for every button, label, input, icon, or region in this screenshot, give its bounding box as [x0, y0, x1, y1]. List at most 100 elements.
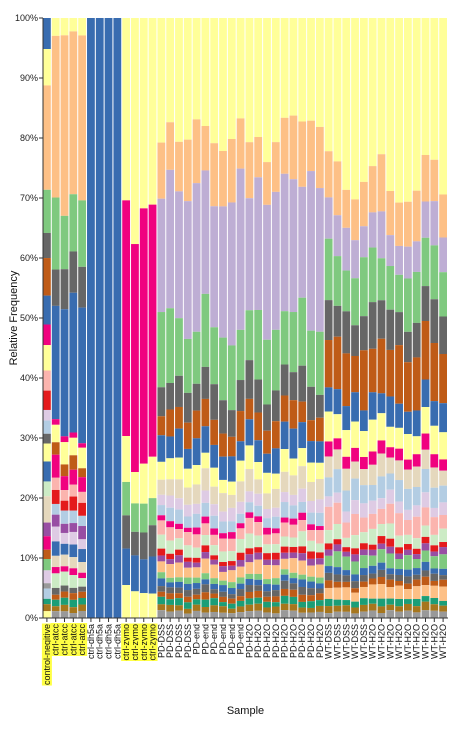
bar-segment — [412, 410, 421, 437]
bar-segment — [333, 18, 342, 162]
bar-segment — [342, 227, 351, 271]
bar-segment — [289, 578, 298, 584]
bar-segment — [359, 568, 368, 576]
bar-segment — [307, 612, 315, 618]
bar-segment — [377, 498, 386, 509]
bar-segment — [395, 245, 403, 275]
bar-segment — [430, 580, 439, 586]
bar-segment — [219, 562, 227, 567]
bar-segment — [430, 507, 439, 518]
bar-segment — [421, 550, 430, 562]
bar-segment — [183, 583, 192, 591]
x-tick-label: WT-DSS — [341, 624, 351, 659]
bar-segment — [210, 605, 219, 612]
bar-segment — [359, 575, 368, 582]
x-tick-group: WT-H2O — [394, 624, 404, 659]
bar-segment — [298, 422, 307, 449]
bar-segment — [201, 599, 210, 608]
y-tick-label: 0% — [25, 613, 38, 623]
bar-segment — [60, 532, 69, 544]
bar-segment — [439, 432, 447, 460]
bar-segment — [210, 467, 219, 487]
bar-segment — [263, 518, 271, 528]
bar-segment — [43, 536, 51, 550]
bar-segment — [403, 610, 412, 618]
bar-segment — [377, 584, 386, 599]
bar-segment — [421, 237, 430, 287]
bar-segment — [324, 598, 333, 607]
bar-segment — [271, 473, 280, 489]
bar-segment — [157, 416, 166, 436]
bar-segment — [351, 561, 359, 575]
bar-segment — [166, 507, 175, 522]
bar-segment — [210, 593, 219, 599]
bar-segment — [289, 494, 298, 506]
bar-segment — [210, 545, 219, 556]
bar-segment — [227, 613, 236, 618]
bar-segment — [315, 526, 324, 531]
bar-segment — [69, 251, 78, 293]
x-tick-label: ctrl-atcc — [77, 624, 87, 656]
bar-segment — [210, 555, 219, 560]
bar-segment — [386, 473, 395, 490]
bar-segment — [386, 598, 395, 605]
bar-segment — [219, 585, 227, 592]
bar-segment — [192, 594, 201, 600]
bar-segment — [359, 532, 368, 544]
bar-segment — [175, 593, 183, 599]
x-tick-label: PD-end — [227, 624, 237, 655]
bar-segment — [368, 555, 377, 566]
bar-segment — [69, 455, 78, 470]
bar-segment — [210, 327, 219, 385]
bar-segment — [289, 537, 298, 547]
bar-segment — [359, 517, 368, 533]
bar-segment — [298, 560, 307, 575]
bar-segment — [439, 354, 447, 404]
bar-segment — [307, 540, 315, 552]
bar-segment — [271, 533, 280, 545]
bar-segment — [421, 561, 430, 571]
bar-segment — [131, 555, 139, 592]
bar-segment — [201, 523, 210, 536]
bar-segment — [227, 603, 236, 609]
bar-segment — [333, 161, 342, 216]
bar-segment — [175, 577, 183, 582]
bar-segment — [192, 588, 201, 595]
bar-segment — [333, 215, 342, 257]
x-tick-group: ctrl-dh5a — [104, 624, 114, 659]
bar-segment — [263, 544, 271, 554]
bar-segment — [51, 555, 60, 568]
bar-segment — [271, 544, 280, 553]
bar-segment — [324, 456, 333, 478]
bar-segment — [254, 479, 263, 494]
bar-segment — [263, 584, 271, 592]
bar-segment — [43, 522, 51, 537]
bar-segment — [69, 568, 78, 576]
bar-segment — [60, 554, 69, 567]
bar-segment — [51, 197, 60, 270]
bar-segment — [166, 599, 175, 605]
bar-segment — [359, 410, 368, 432]
bar-segment — [403, 509, 412, 520]
bar-segment — [192, 183, 201, 332]
bar-segment — [183, 608, 192, 614]
bar-segment — [139, 18, 148, 209]
bar-segment — [60, 490, 69, 501]
bar-segment — [227, 561, 236, 566]
bar-segment — [368, 565, 377, 574]
bar-segment — [351, 574, 359, 582]
bar-segment — [333, 336, 342, 390]
bar-segment — [192, 513, 201, 528]
bar-segment — [51, 594, 60, 600]
bar-segment — [43, 49, 51, 86]
bar-segment — [192, 567, 201, 578]
bar-segment — [157, 604, 166, 611]
bar-segment — [51, 489, 60, 504]
bar-segment — [166, 593, 175, 600]
bar-segment — [298, 607, 307, 613]
bar-segment — [183, 448, 192, 469]
bar-segment — [210, 18, 219, 144]
bar-segment — [368, 18, 377, 167]
bar-segment — [157, 312, 166, 388]
bar-segment — [421, 433, 430, 450]
